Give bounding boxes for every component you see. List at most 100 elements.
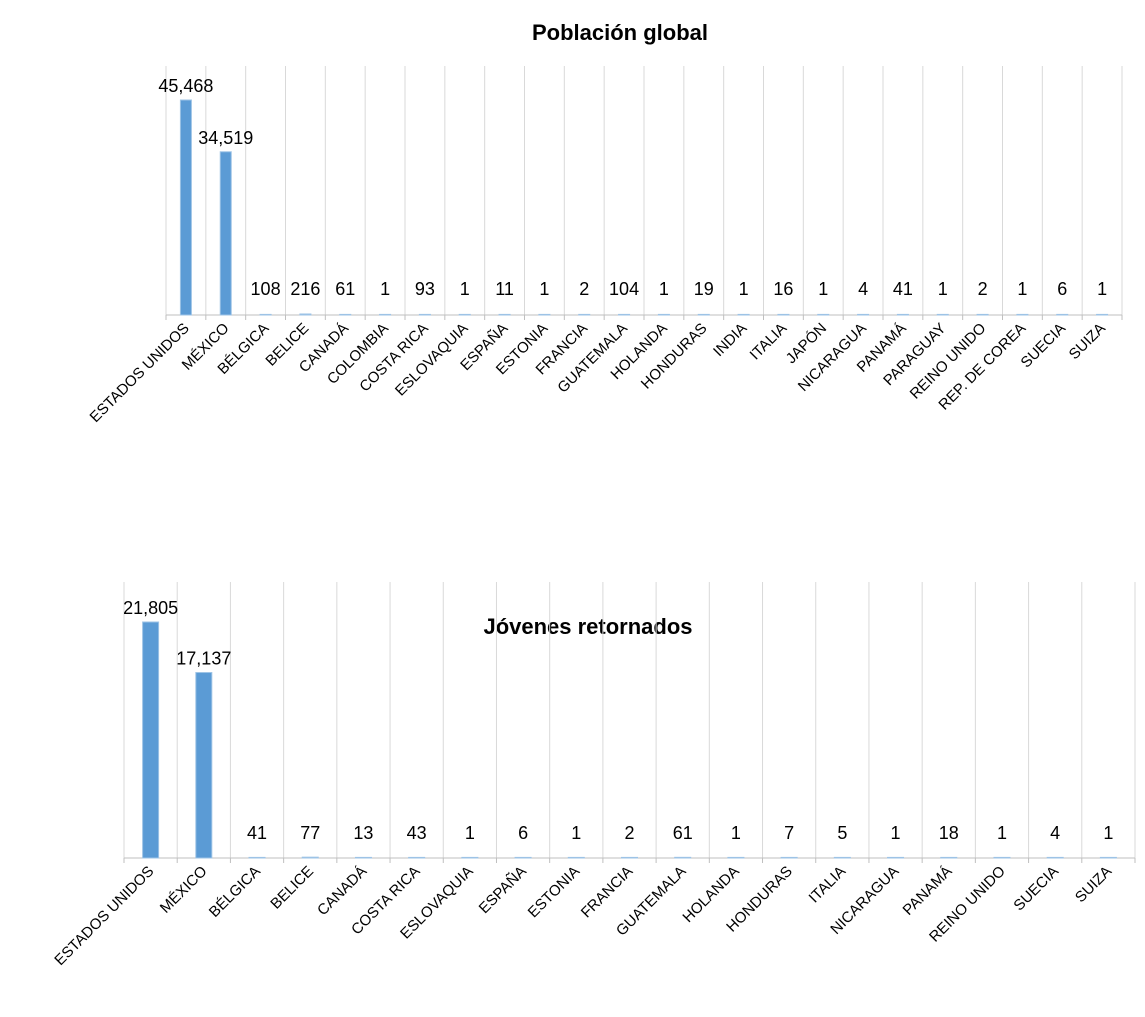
- bar: [976, 313, 989, 316]
- bar: [1016, 313, 1029, 316]
- x-tick-label: CANADÁ: [314, 863, 370, 919]
- bar: [817, 313, 830, 316]
- data-label: 2: [624, 823, 634, 843]
- bar: [618, 313, 631, 316]
- data-label: 1: [731, 823, 741, 843]
- data-label: 45,468: [158, 76, 213, 96]
- data-label: 34,519: [198, 128, 253, 148]
- bar: [219, 151, 232, 316]
- bar: [418, 313, 431, 316]
- data-label: 1: [1103, 823, 1113, 843]
- data-label: 16: [773, 279, 793, 299]
- bar: [195, 672, 213, 859]
- bar: [339, 313, 352, 316]
- data-label: 1: [1097, 279, 1107, 299]
- chart-2-title: Jóvenes retornados: [483, 614, 692, 639]
- bar: [780, 856, 798, 859]
- bar: [379, 313, 392, 316]
- bar: [697, 313, 710, 316]
- bar: [1096, 313, 1109, 316]
- bar: [299, 313, 312, 316]
- bar: [498, 313, 511, 316]
- data-label: 41: [893, 279, 913, 299]
- data-label: 13: [353, 823, 373, 843]
- data-label: 19: [694, 279, 714, 299]
- bar: [142, 621, 160, 859]
- bar: [1046, 856, 1064, 859]
- data-label: 2: [579, 279, 589, 299]
- data-label: 1: [380, 279, 390, 299]
- x-tick-label: SUECIA: [1018, 320, 1070, 372]
- data-label: 1: [571, 823, 581, 843]
- bar: [408, 856, 426, 859]
- x-tick-label: SUIZA: [1066, 320, 1109, 363]
- data-label: 1: [539, 279, 549, 299]
- data-label: 17,137: [176, 649, 231, 669]
- bar: [777, 313, 790, 316]
- x-tick-label: SUECIA: [1010, 863, 1062, 915]
- data-label: 41: [247, 823, 267, 843]
- x-tick-label: ITALIA: [806, 863, 850, 907]
- x-tick-label: ESTADOS UNIDOS: [51, 863, 157, 969]
- bar: [461, 856, 479, 859]
- bar: [993, 856, 1011, 859]
- data-label: 5: [837, 823, 847, 843]
- data-label: 77: [300, 823, 320, 843]
- data-label: 21,805: [123, 598, 178, 618]
- data-label: 93: [415, 279, 435, 299]
- data-label: 61: [335, 279, 355, 299]
- bar: [514, 856, 532, 859]
- x-tick-label: MÉXICO: [157, 863, 211, 917]
- data-label: 6: [1057, 279, 1067, 299]
- data-label: 4: [1050, 823, 1060, 843]
- x-tick-label: ESTONIA: [525, 863, 583, 921]
- data-label: 43: [407, 823, 427, 843]
- bar: [578, 313, 591, 316]
- bar: [857, 313, 870, 316]
- data-label: 1: [997, 823, 1007, 843]
- bar: [1056, 313, 1069, 316]
- data-label: 104: [609, 279, 639, 299]
- data-label: 1: [739, 279, 749, 299]
- x-tick-label: INDIA: [710, 320, 750, 360]
- data-label: 4: [858, 279, 868, 299]
- data-label: 1: [818, 279, 828, 299]
- bar: [940, 856, 958, 859]
- chart-1-title: Población global: [532, 20, 708, 45]
- data-label: 1: [891, 823, 901, 843]
- x-tick-label: PANAMÁ: [900, 863, 956, 919]
- bar: [833, 856, 851, 859]
- bar: [248, 856, 266, 859]
- bar: [458, 313, 471, 316]
- bar: [674, 856, 692, 859]
- bar: [936, 313, 949, 316]
- x-tick-label: ESPAÑA: [476, 863, 530, 917]
- bar: [567, 856, 585, 859]
- bar: [179, 99, 192, 316]
- data-label: 7: [784, 823, 794, 843]
- bar: [657, 313, 670, 316]
- bar: [538, 313, 551, 316]
- x-tick-label: BELICE: [267, 863, 317, 913]
- data-label: 1: [1017, 279, 1027, 299]
- data-label: 1: [460, 279, 470, 299]
- bar: [737, 313, 750, 316]
- data-label: 11: [495, 279, 514, 299]
- data-label: 61: [673, 823, 693, 843]
- bar: [621, 856, 638, 859]
- data-label: 1: [465, 823, 475, 843]
- bar: [1099, 856, 1117, 859]
- bar: [259, 313, 272, 316]
- bar: [896, 313, 909, 316]
- bar: [301, 856, 319, 859]
- data-label: 1: [659, 279, 669, 299]
- data-label: 2: [978, 279, 988, 299]
- data-label: 1: [938, 279, 948, 299]
- data-label: 18: [939, 823, 959, 843]
- x-tick-label: ESTADOS UNIDOS: [87, 320, 193, 426]
- x-tick-label: BÉLGICA: [206, 863, 264, 921]
- data-label: 108: [251, 279, 281, 299]
